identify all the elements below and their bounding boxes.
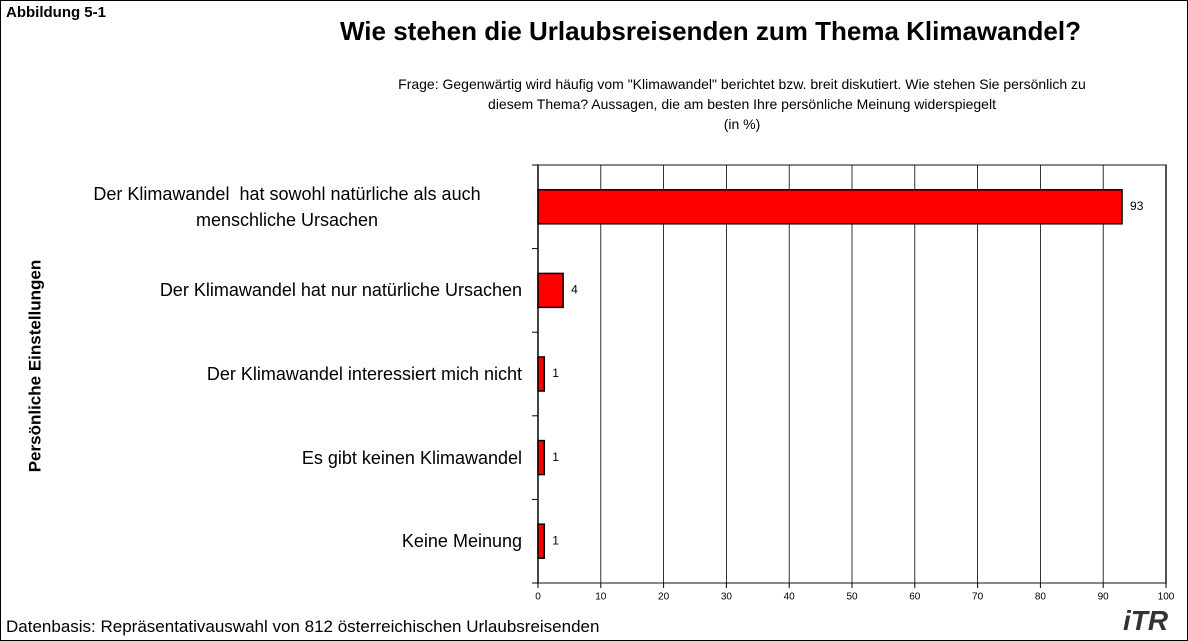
subtitle-line: diesem Thema? Aussagen, die am besten Ih… — [488, 96, 996, 112]
chart-title: Wie stehen die Urlaubsreisenden zum Them… — [340, 16, 1081, 46]
x-tick-label: 80 — [1035, 592, 1047, 603]
x-tick-label: 100 — [1158, 592, 1175, 603]
bar — [537, 189, 1123, 225]
value-label: 93 — [1130, 199, 1144, 213]
bar — [537, 523, 546, 559]
x-tick-label: 10 — [595, 592, 607, 603]
y-tick-label: Es gibt keinen Klimawandel — [301, 447, 522, 468]
subtitle: Frage: Gegenwärtig wird häufig vom "Klim… — [290, 74, 1188, 134]
y-axis-label: Persönliche Einstellungen — [25, 260, 44, 473]
x-tick-label: 0 — [535, 592, 541, 603]
y-tick-label: Der Klimawandel hat nur natürliche Ursac… — [159, 280, 522, 301]
y-tick-label: Keine Meinung — [401, 531, 522, 552]
value-label: 1 — [552, 533, 559, 547]
x-tick-label: 90 — [1098, 592, 1110, 603]
value-label: 1 — [552, 450, 559, 464]
figure-label: Abbildung 5-1 — [6, 4, 106, 21]
x-tick-label: 70 — [972, 592, 984, 603]
subtitle-line: Frage: Gegenwärtig wird häufig vom "Klim… — [398, 76, 1086, 92]
bar — [537, 356, 546, 392]
x-tick-label: 60 — [909, 592, 921, 603]
bar — [537, 272, 564, 309]
logo: iTR — [1123, 605, 1169, 636]
x-tick-label: 40 — [784, 592, 796, 603]
y-tick-label: Der Klimawandel interessiert mich nicht — [206, 364, 522, 384]
y-tick-label: Der Klimawandel hat sowohl natürliche al… — [93, 183, 486, 230]
value-label: 4 — [571, 283, 578, 297]
x-tick-label: 50 — [846, 592, 858, 603]
bar — [537, 439, 546, 476]
value-label: 1 — [552, 366, 559, 380]
x-tick-label: 20 — [658, 592, 670, 603]
x-tick-label: 30 — [721, 592, 733, 603]
footnote: Datenbasis: Repräsentativauswahl von 812… — [6, 617, 600, 636]
subtitle-line: (in %) — [723, 116, 761, 132]
